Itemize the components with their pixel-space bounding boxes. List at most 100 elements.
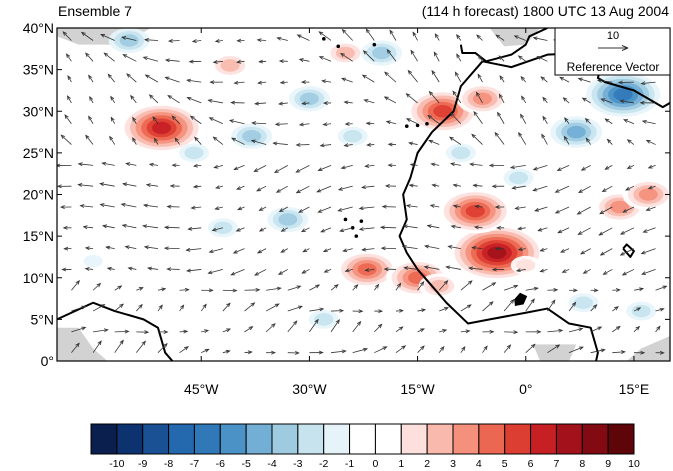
- wind-arrow-head: [513, 35, 519, 40]
- wind-arrow: [417, 281, 425, 291]
- anomaly-contour: [184, 146, 204, 160]
- wind-arrow-shaft: [641, 269, 656, 275]
- wind-arrow-shaft: [157, 343, 168, 353]
- anomaly-contour: [566, 125, 586, 139]
- wind-arrow: [110, 116, 116, 124]
- latitude-axis: 40°N 35°N 30°N 25°N 20°N 15°N 10°N 5°N 0°: [23, 20, 670, 369]
- wind-arrow-shaft: [518, 132, 527, 145]
- anomaly-contour: [465, 204, 485, 218]
- wind-arrow-shaft: [121, 203, 137, 208]
- wind-arrow-head: [403, 266, 409, 270]
- wind-arrow-shaft: [237, 60, 245, 63]
- wind-arrow-head: [454, 71, 459, 77]
- wind-arrow: [200, 303, 207, 312]
- wind-arrow-shaft: [412, 32, 418, 41]
- wind-arrow: [395, 326, 404, 333]
- wind-arrow: [208, 117, 224, 125]
- wind-arrow-shaft: [516, 269, 526, 272]
- wind-arrow: [287, 320, 298, 333]
- wind-arrow-head: [494, 205, 500, 209]
- wind-arrow-head: [401, 245, 407, 249]
- wind-arrow-shaft: [475, 205, 483, 208]
- wind-arrow: [309, 284, 321, 291]
- wind-arrow: [321, 79, 332, 84]
- wind-arrow: [343, 143, 353, 148]
- wind-arrow-shaft: [473, 184, 483, 187]
- wind-arrow: [186, 97, 202, 104]
- reference-vector-magnitude: 10: [607, 30, 619, 42]
- island: [336, 44, 341, 49]
- wind-arrow: [251, 121, 267, 126]
- wind-arrow: [655, 285, 668, 291]
- wind-arrow-head: [322, 248, 328, 253]
- wind-arrow: [230, 100, 245, 105]
- wind-arrow: [171, 163, 180, 168]
- wind-arrow-head: [148, 162, 154, 167]
- colorbar-label: -2: [319, 458, 328, 470]
- wind-arrow-shaft: [143, 204, 159, 208]
- wind-arrow-shaft: [641, 81, 656, 85]
- wind-arrow-head: [333, 284, 339, 289]
- wind-arrow: [258, 206, 267, 211]
- wind-arrow-head: [110, 95, 115, 101]
- wind-arrow-shaft: [384, 71, 397, 83]
- wind-arrow-shaft: [604, 118, 613, 125]
- wind-arrow-shaft: [482, 301, 494, 312]
- wind-arrow-head: [598, 231, 604, 236]
- wind-arrow-shaft: [599, 206, 613, 215]
- wind-arrow-head: [448, 136, 454, 141]
- wind-arrow: [597, 78, 613, 83]
- wind-arrow-shaft: [409, 184, 418, 187]
- wind-arrow: [256, 248, 267, 254]
- wind-arrow: [405, 93, 418, 104]
- wind-arrow: [525, 343, 536, 353]
- wind-arrow-head: [81, 305, 87, 310]
- wind-arrow: [495, 34, 505, 41]
- wind-arrow-shaft: [236, 227, 245, 232]
- wind-arrow-shaft: [374, 324, 383, 333]
- wind-arrow: [124, 245, 137, 250]
- wind-arrow-shaft: [136, 287, 143, 291]
- wind-arrow: [539, 247, 548, 252]
- wind-arrow-head: [469, 162, 475, 167]
- wind-arrow-head: [208, 288, 214, 293]
- wind-arrow: [114, 303, 124, 312]
- wind-arrow-shaft: [317, 185, 332, 193]
- wind-arrow-shaft: [590, 304, 597, 312]
- wind-arrow-shaft: [562, 269, 570, 273]
- wind-arrow: [452, 204, 461, 209]
- wind-arrow: [401, 245, 418, 250]
- wind-arrow: [122, 54, 137, 62]
- wind-arrow-shaft: [439, 307, 449, 312]
- wind-arrow: [412, 31, 418, 41]
- wind-arrow-shaft: [234, 81, 245, 84]
- wind-arrow: [190, 205, 202, 210]
- wind-arrow-shaft: [641, 248, 656, 255]
- wind-arrow: [340, 52, 353, 62]
- wind-arrow: [67, 75, 72, 83]
- wind-arrow-head: [620, 350, 626, 354]
- wind-arrow-shaft: [106, 246, 115, 250]
- wind-arrow: [503, 284, 519, 291]
- wind-arrow-shaft: [623, 119, 635, 125]
- wind-arrow: [209, 80, 223, 85]
- wind-arrow: [214, 39, 223, 43]
- colorbar-swatch: [142, 423, 170, 455]
- wind-arrow-head: [645, 139, 651, 144]
- wind-arrow: [250, 139, 267, 145]
- island: [354, 234, 359, 238]
- wind-arrow-head: [225, 349, 231, 354]
- wind-arrow-shaft: [633, 326, 640, 333]
- wind-arrow-head: [99, 182, 105, 187]
- wind-arrow-shaft: [633, 288, 644, 291]
- wind-arrow-head: [619, 251, 625, 256]
- wind-arrow: [498, 93, 505, 104]
- wind-arrow-head: [126, 73, 131, 78]
- wind-arrow-shaft: [280, 248, 288, 253]
- wind-arrow: [130, 94, 137, 104]
- island: [322, 37, 326, 41]
- wind-arrow-shaft: [340, 53, 353, 62]
- wind-arrow-shaft: [430, 204, 440, 208]
- wind-arrow: [374, 323, 383, 333]
- wind-arrow-shaft: [362, 248, 375, 251]
